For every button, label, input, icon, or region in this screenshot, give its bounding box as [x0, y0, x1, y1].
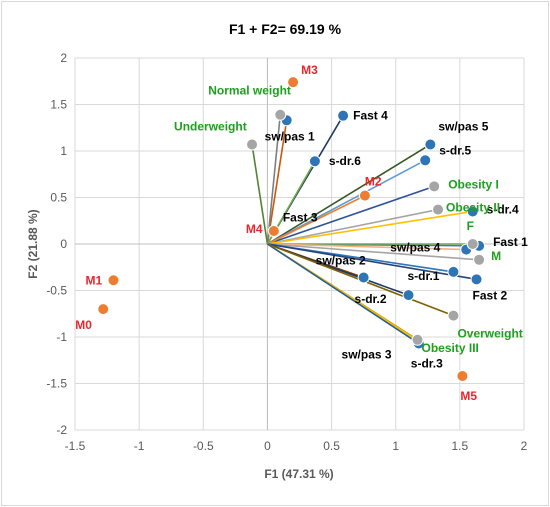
loading-vectors [251, 114, 480, 345]
x-tick-label: -1.5 [65, 439, 86, 453]
point-label: Overweight [457, 327, 522, 341]
x-tick-label: 0 [264, 439, 271, 453]
point-marker [470, 273, 483, 286]
point-marker [402, 289, 415, 302]
vector-line [267, 243, 467, 251]
point-marker [447, 265, 460, 278]
point-label: sw/pas 2 [316, 253, 366, 267]
point-label: sw/pas 1 [265, 129, 315, 143]
point-marker [424, 138, 437, 151]
point-marker [308, 155, 321, 168]
vector-line [266, 120, 288, 245]
point-label: M5 [460, 389, 477, 403]
y-tick-label: 2 [60, 51, 67, 65]
point-label: s-dr.1 [407, 269, 439, 283]
vector-line [251, 144, 269, 245]
point-marker [267, 224, 280, 237]
point-label: M2 [365, 175, 382, 189]
point-label: sw/pas 3 [342, 348, 392, 362]
y-tick-label: 0 [60, 237, 67, 251]
point-marker [419, 154, 432, 167]
vector-line [267, 185, 435, 245]
point-label: s-dr.5 [439, 143, 471, 157]
point-label: M3 [301, 63, 318, 77]
point-label: s-dr.2 [355, 292, 387, 306]
vector-line [267, 194, 366, 245]
vector-line [267, 243, 480, 261]
point-marker [432, 203, 445, 216]
point-marker [456, 370, 469, 383]
point-label: sw/pas 4 [390, 241, 440, 255]
point-label: Obesity I [448, 177, 499, 191]
point-label: M [491, 249, 501, 263]
vector-line [267, 210, 473, 245]
x-axis-title: F1 (47.31 %) [264, 467, 333, 481]
y-tick-label: -1 [56, 330, 67, 344]
points [97, 76, 486, 383]
point-label: s-dr.4 [487, 202, 519, 216]
vector-line [266, 243, 420, 345]
y-tick-label: -2 [56, 423, 67, 437]
point-marker [358, 189, 371, 202]
point-marker [411, 333, 424, 346]
point-label: Underweight [174, 119, 247, 133]
vector-line [267, 243, 477, 281]
point-label: sw/pas 5 [438, 119, 488, 133]
point-label: s-dr.3 [411, 357, 443, 371]
vector-line [267, 143, 431, 245]
point-label: Obesity III [422, 341, 479, 355]
vector-line [267, 208, 439, 245]
point-marker [246, 138, 259, 151]
point-label: Fast 1 [493, 235, 528, 249]
point-marker [107, 274, 120, 287]
point-marker [466, 238, 479, 250]
point-label: Fast 2 [473, 288, 508, 302]
point-label: s-dr.6 [329, 154, 361, 168]
axes: -1.5 -1 -0.5 0 0.5 1 1.5 2 2 1.5 1 0.5 0 -0.5 -1 -1.5 -2 [46, 51, 527, 453]
point-label: Fast 3 [283, 211, 318, 225]
point-label: Normal weight [208, 84, 291, 98]
x-tick-label: 2 [521, 439, 528, 453]
x-tick-label: 1.5 [452, 439, 469, 453]
point-label: M4 [246, 222, 263, 236]
point-marker [466, 205, 479, 218]
point-label: Fast 4 [353, 109, 388, 123]
x-tick-label: 0.5 [323, 439, 340, 453]
point-marker [97, 303, 110, 316]
point-marker [357, 271, 370, 284]
point-label: Obesity II [446, 201, 500, 215]
point-marker [447, 309, 460, 322]
point-label: F [467, 219, 474, 233]
y-tick-label: -0.5 [46, 284, 67, 298]
y-tick-label: 1 [60, 144, 67, 158]
y-tick-label: -1.5 [46, 377, 67, 391]
y-axis-title: F2 (21.88 %) [26, 209, 40, 278]
point-marker [337, 109, 350, 122]
point-label: M0 [75, 318, 92, 332]
point-marker [473, 253, 486, 266]
point-marker [428, 180, 441, 193]
x-tick-label: 1 [392, 439, 399, 453]
y-tick-label: 0.5 [50, 191, 67, 205]
point-label: M1 [85, 273, 102, 287]
point-labels: Fast 4 sw/pas 1 s-dr.6 sw/pas 5 s-dr.5 s-dr.4… [75, 63, 528, 403]
vector-line [266, 114, 282, 245]
x-tick-label: -1 [134, 439, 145, 453]
y-tick-label: 1.5 [50, 98, 67, 112]
point-marker [274, 108, 287, 121]
point-marker [287, 76, 300, 89]
vector-line [267, 159, 426, 245]
chart-title: F1 + F2= 69.19 % [229, 21, 342, 37]
x-tick-label: -0.5 [193, 439, 214, 453]
